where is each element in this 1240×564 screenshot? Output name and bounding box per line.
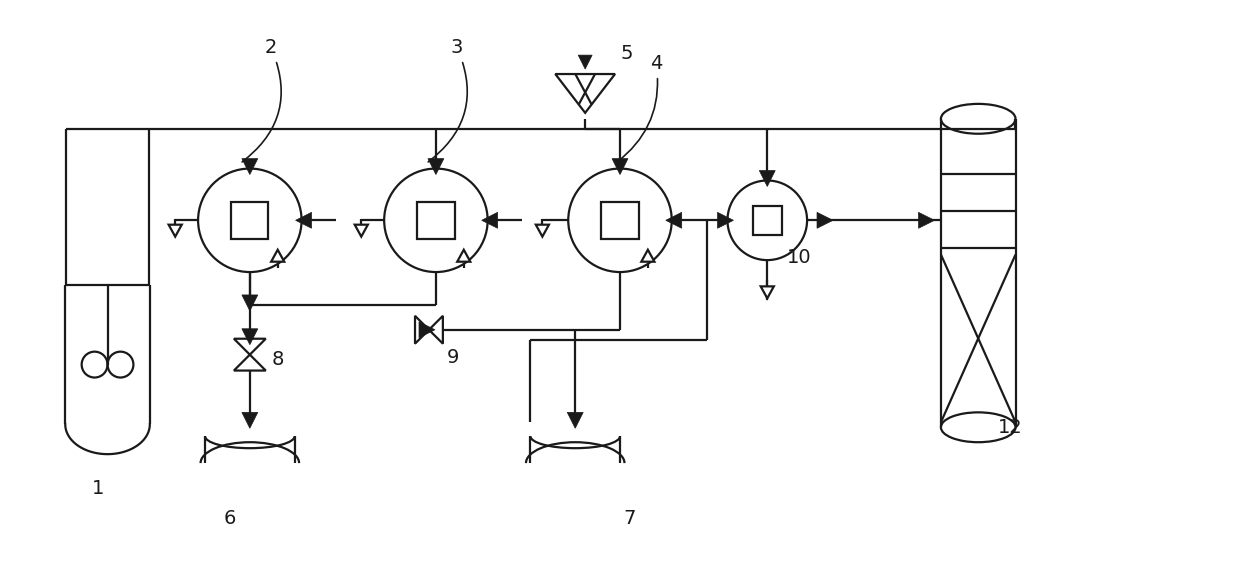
Text: 3: 3 xyxy=(428,38,467,162)
Polygon shape xyxy=(718,212,733,228)
Polygon shape xyxy=(919,212,935,228)
Polygon shape xyxy=(355,224,368,237)
Polygon shape xyxy=(242,295,258,311)
Text: 6: 6 xyxy=(223,509,236,528)
Polygon shape xyxy=(481,212,497,228)
Polygon shape xyxy=(428,158,444,174)
Text: 1: 1 xyxy=(92,479,104,498)
Polygon shape xyxy=(666,212,682,228)
Polygon shape xyxy=(295,212,311,228)
Text: 12: 12 xyxy=(998,418,1023,437)
Polygon shape xyxy=(817,212,833,228)
Polygon shape xyxy=(419,322,435,338)
Polygon shape xyxy=(567,412,583,428)
Text: 5: 5 xyxy=(620,43,632,63)
Polygon shape xyxy=(242,412,258,428)
Circle shape xyxy=(198,169,301,272)
Circle shape xyxy=(384,169,487,272)
Text: 2: 2 xyxy=(242,38,281,162)
Text: 10: 10 xyxy=(787,248,812,267)
Bar xyxy=(753,206,781,235)
Text: 7: 7 xyxy=(624,509,636,528)
Text: 4: 4 xyxy=(618,54,662,162)
Polygon shape xyxy=(759,170,775,187)
Polygon shape xyxy=(641,250,655,262)
Polygon shape xyxy=(760,287,774,298)
Text: 8: 8 xyxy=(272,350,284,369)
Bar xyxy=(601,202,639,239)
Polygon shape xyxy=(613,158,627,174)
Polygon shape xyxy=(536,224,549,237)
Circle shape xyxy=(568,169,672,272)
Polygon shape xyxy=(242,329,258,345)
Polygon shape xyxy=(578,55,593,69)
Bar xyxy=(418,202,455,239)
Polygon shape xyxy=(458,250,470,262)
Text: 9: 9 xyxy=(446,347,459,367)
Circle shape xyxy=(728,180,807,260)
Polygon shape xyxy=(272,250,284,262)
Bar xyxy=(231,202,268,239)
Polygon shape xyxy=(169,224,182,237)
Polygon shape xyxy=(242,158,258,174)
